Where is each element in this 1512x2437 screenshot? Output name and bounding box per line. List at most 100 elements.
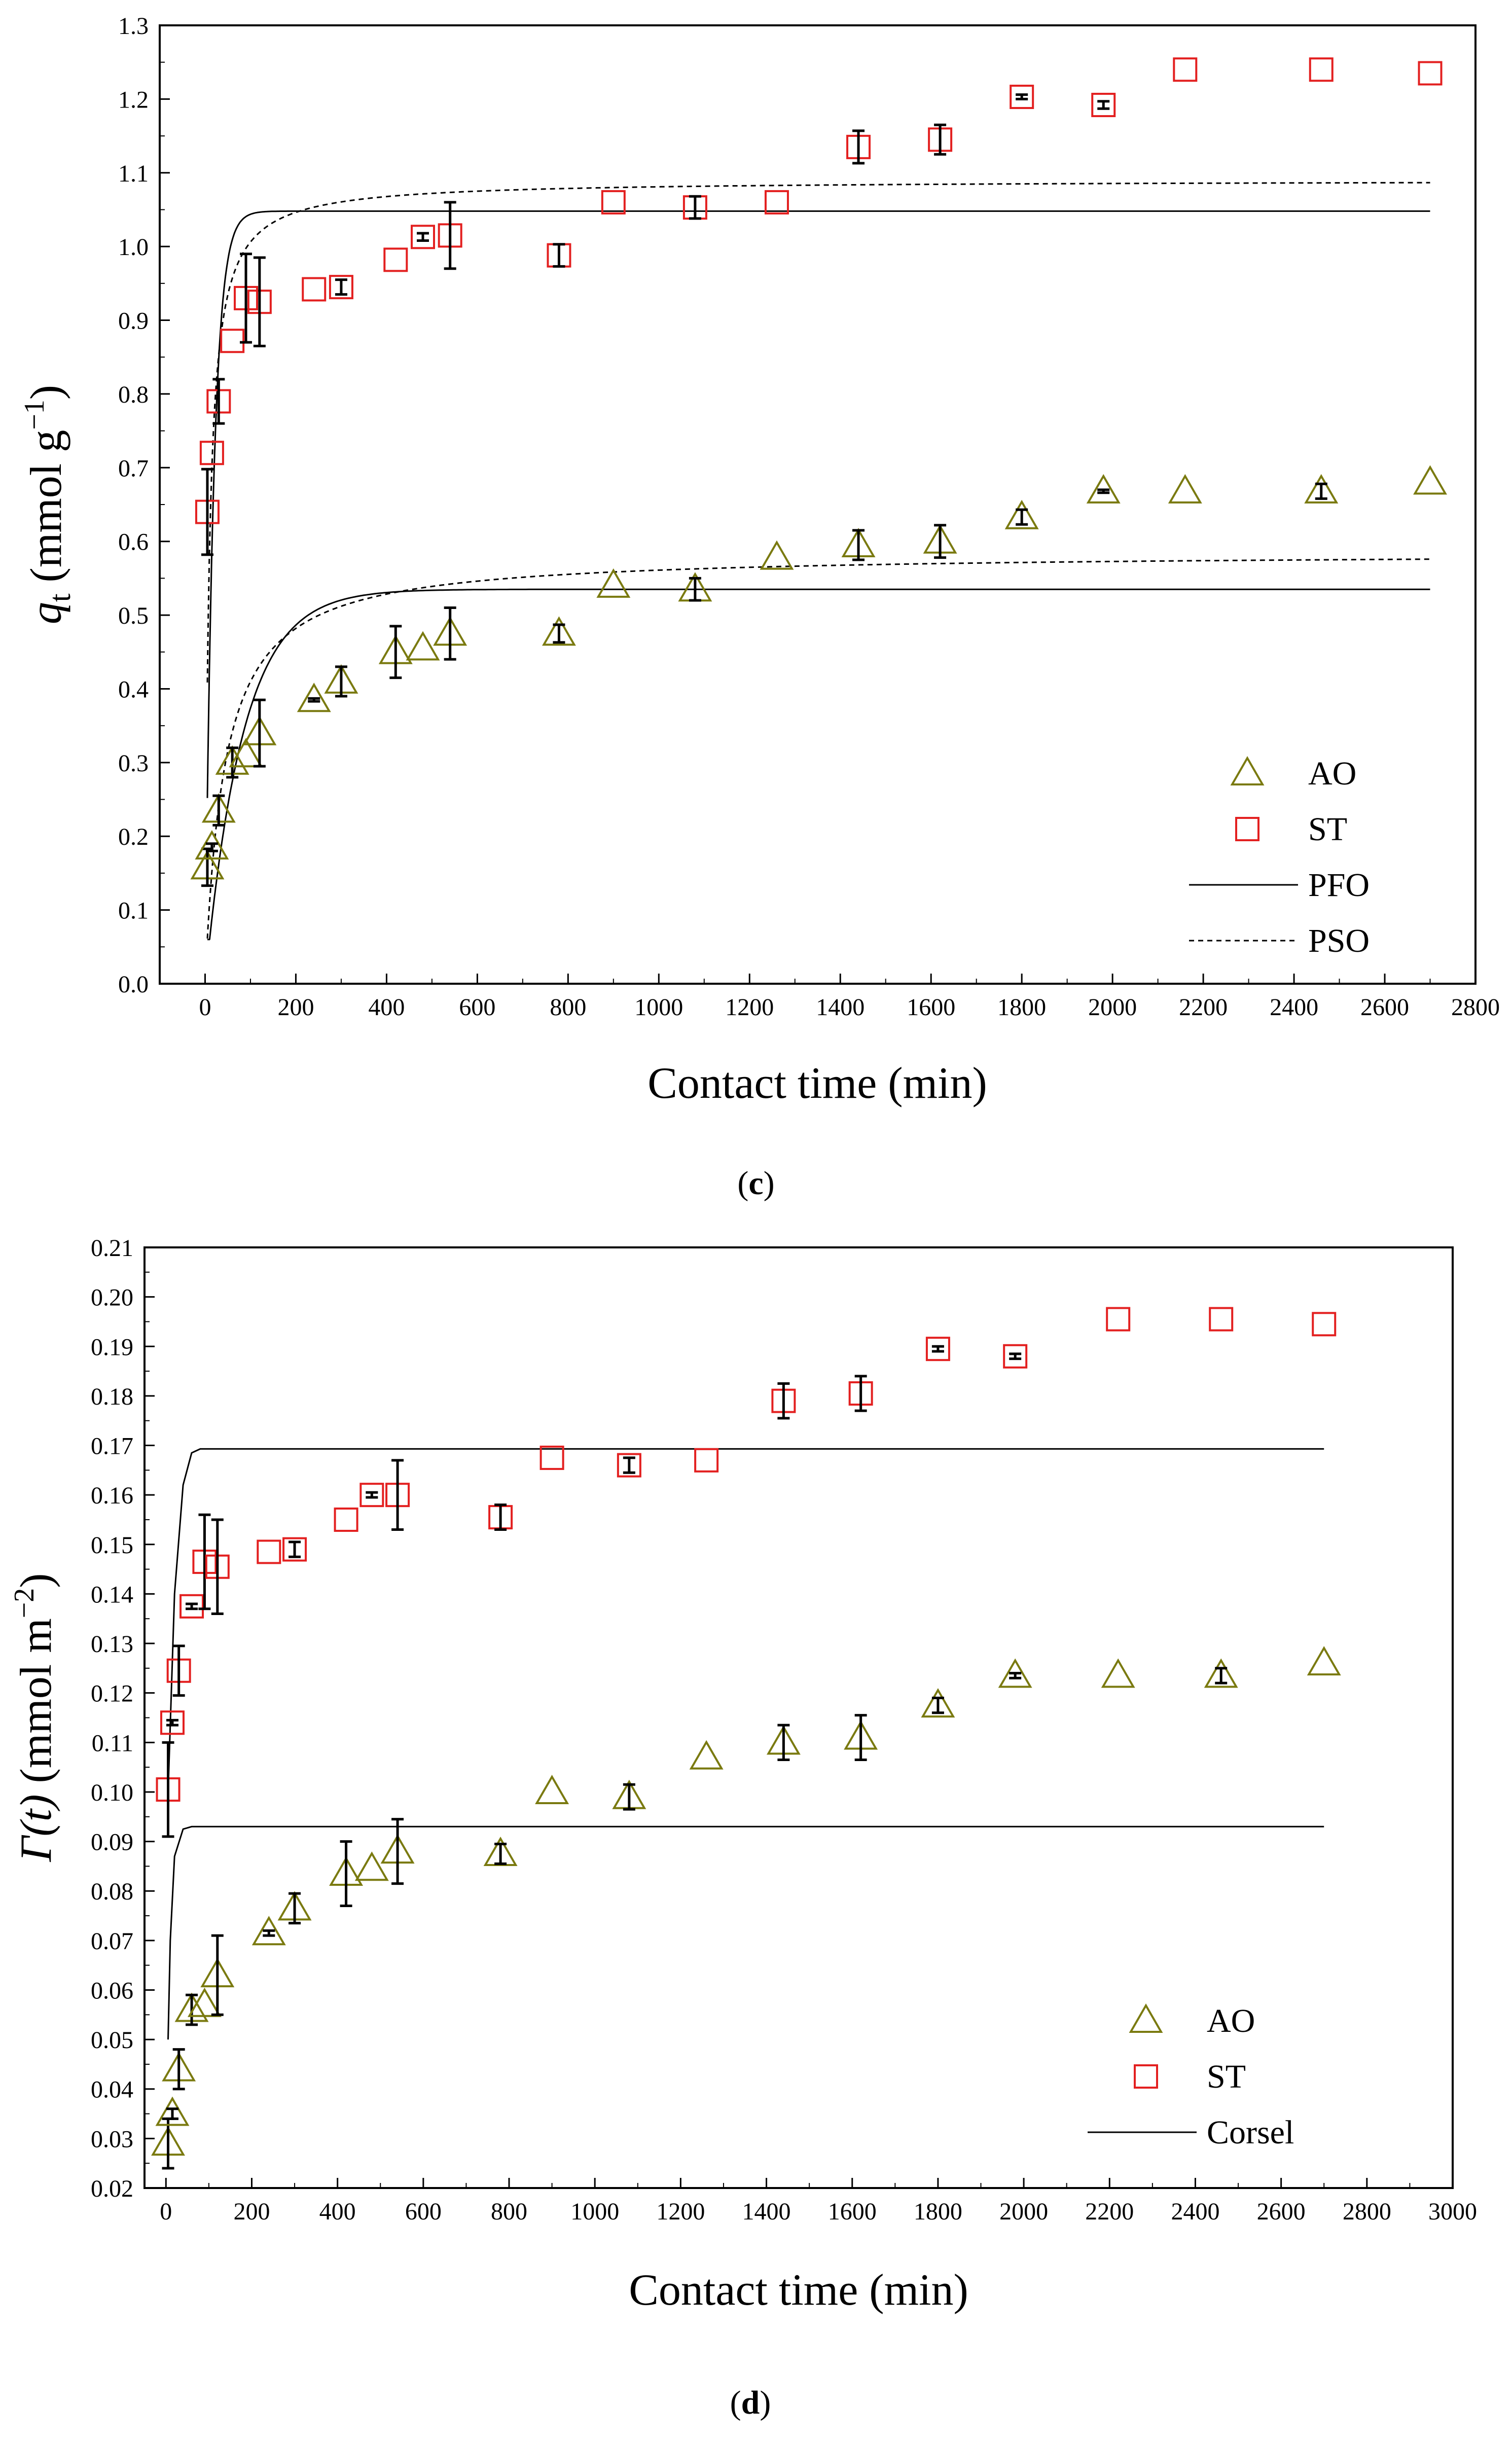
data-point-st — [359, 1483, 384, 1508]
data-point-st — [1003, 1344, 1028, 1369]
error-bar — [623, 1783, 635, 1811]
y-tick-label: 0.06 — [91, 1977, 133, 2004]
fit-curve-corsel-ao — [167, 1825, 1324, 2040]
data-point-ao — [1086, 474, 1121, 504]
error-bar — [166, 1718, 178, 1727]
error-bar — [1097, 488, 1110, 494]
x-tick-label: 0 — [160, 2198, 172, 2225]
error-bar — [335, 278, 347, 296]
data-points — [151, 1307, 1341, 2170]
data-point-st — [539, 1445, 564, 1470]
y-tick-label: 0.15 — [91, 1532, 133, 1559]
error-bar — [240, 253, 253, 344]
data-point-st — [1418, 61, 1443, 86]
data-point-st — [1312, 1312, 1337, 1337]
x-tick-label: 600 — [459, 994, 495, 1021]
y-tick-label: 0.02 — [91, 2175, 133, 2202]
y-tick-label: 0.7 — [118, 455, 149, 482]
y-tick-label: 0.05 — [91, 2027, 133, 2054]
x-tick-label: 2000 — [1088, 994, 1137, 1021]
error-bar — [172, 1644, 185, 1697]
data-point-st — [1106, 1307, 1131, 1332]
error-bar — [340, 1840, 352, 1907]
error-bar — [689, 577, 701, 602]
error-bar — [289, 1892, 301, 1925]
error-bar — [852, 129, 865, 165]
y-tick-label: 1.3 — [118, 13, 149, 40]
error-bar — [211, 1518, 224, 1615]
error-bar — [366, 1491, 378, 1499]
panel-label: (d) — [730, 2384, 771, 2421]
x-tick-label: 3000 — [1428, 2198, 1477, 2225]
error-bar — [198, 1513, 211, 1610]
error-bar — [1097, 100, 1110, 110]
x-tick-label: 400 — [319, 2198, 356, 2225]
error-bar — [253, 256, 266, 347]
data-point-st — [257, 1539, 281, 1564]
x-tick-label: 400 — [368, 994, 405, 1021]
fit-curves — [206, 182, 1430, 941]
data-point-ao — [535, 1774, 569, 1804]
error-bar — [205, 842, 218, 852]
chart-panel-d: 0 200 400 600 800 1000 1200 1400 1600 1800 2000 220… — [9, 1235, 1477, 2421]
y-tick-label: 0.6 — [118, 529, 149, 556]
error-bar — [934, 123, 947, 156]
error-bar — [553, 243, 565, 268]
fit-curve-pfo-st — [206, 210, 1430, 798]
legend-label-ao: AO — [1207, 2002, 1255, 2039]
data-point-st — [1173, 57, 1198, 82]
legend-label-st: ST — [1308, 811, 1347, 848]
data-point-ao — [542, 616, 576, 646]
data-point-st — [411, 225, 435, 249]
data-point-st — [160, 1710, 185, 1735]
y-tick-label: 0.9 — [118, 308, 149, 335]
fit-curve-pso-ao — [206, 558, 1430, 939]
y-tick-label: 0.17 — [91, 1433, 133, 1460]
x-tick-label: 2800 — [1451, 994, 1500, 1021]
data-point-st — [925, 1337, 950, 1361]
error-bar — [1009, 1352, 1022, 1360]
x-tick-label: 1200 — [725, 994, 774, 1021]
error-bar — [186, 1602, 198, 1610]
error-bar — [289, 1540, 301, 1558]
error-bar — [931, 1345, 944, 1353]
axis-ticks: 0 200 400 600 800 1000 1200 1400 1600 1800 2000 220… — [118, 13, 1500, 1021]
chart-panel-c: 0 200 400 600 800 1000 1200 1400 1600 1800 2000 220… — [19, 13, 1500, 1202]
y-tick-label: 0.07 — [91, 1928, 133, 1955]
x-tick-label: 600 — [405, 2198, 442, 2225]
x-tick-label: 200 — [233, 2198, 270, 2225]
x-tick-label: 2600 — [1257, 2198, 1306, 2225]
x-tick-label: 1400 — [742, 2198, 791, 2225]
y-tick-label: 0.8 — [118, 381, 149, 408]
error-bar — [854, 1375, 867, 1412]
x-tick-label: 200 — [277, 994, 314, 1021]
data-point-st — [1309, 57, 1334, 82]
error-bar — [162, 2117, 174, 2170]
data-point-ao — [354, 1851, 389, 1881]
data-point-ao — [1204, 1658, 1238, 1688]
data-point-ao — [297, 683, 331, 712]
legend-label-pfo: PFO — [1308, 867, 1370, 904]
x-axis-title: Contact time (min) — [647, 1059, 987, 1108]
error-bar — [391, 1818, 404, 1885]
y-tick-label: 0.03 — [91, 2126, 133, 2153]
error-bar — [494, 1503, 507, 1531]
x-tick-label: 1600 — [907, 994, 955, 1021]
x-tick-label: 2200 — [1179, 994, 1228, 1021]
y-tick-label: 0.12 — [91, 1680, 133, 1707]
y-tick-label: 1.1 — [118, 160, 149, 187]
y-tick-label: 0.5 — [118, 602, 149, 629]
fit-curve-corsel-st — [167, 1448, 1324, 1792]
data-point-ao — [1101, 1658, 1135, 1688]
data-point-ao — [921, 1688, 955, 1718]
error-bar — [308, 697, 320, 703]
x-tick-label: 2400 — [1171, 2198, 1219, 2225]
error-bar — [553, 623, 565, 644]
data-point-ao — [155, 2096, 190, 2126]
error-bar — [934, 524, 947, 559]
error-bar — [1215, 1667, 1228, 1685]
y-tick-label: 0.19 — [91, 1334, 133, 1360]
y-tick-label: 0.14 — [91, 1581, 133, 1608]
legend-label-ao: AO — [1308, 755, 1356, 792]
